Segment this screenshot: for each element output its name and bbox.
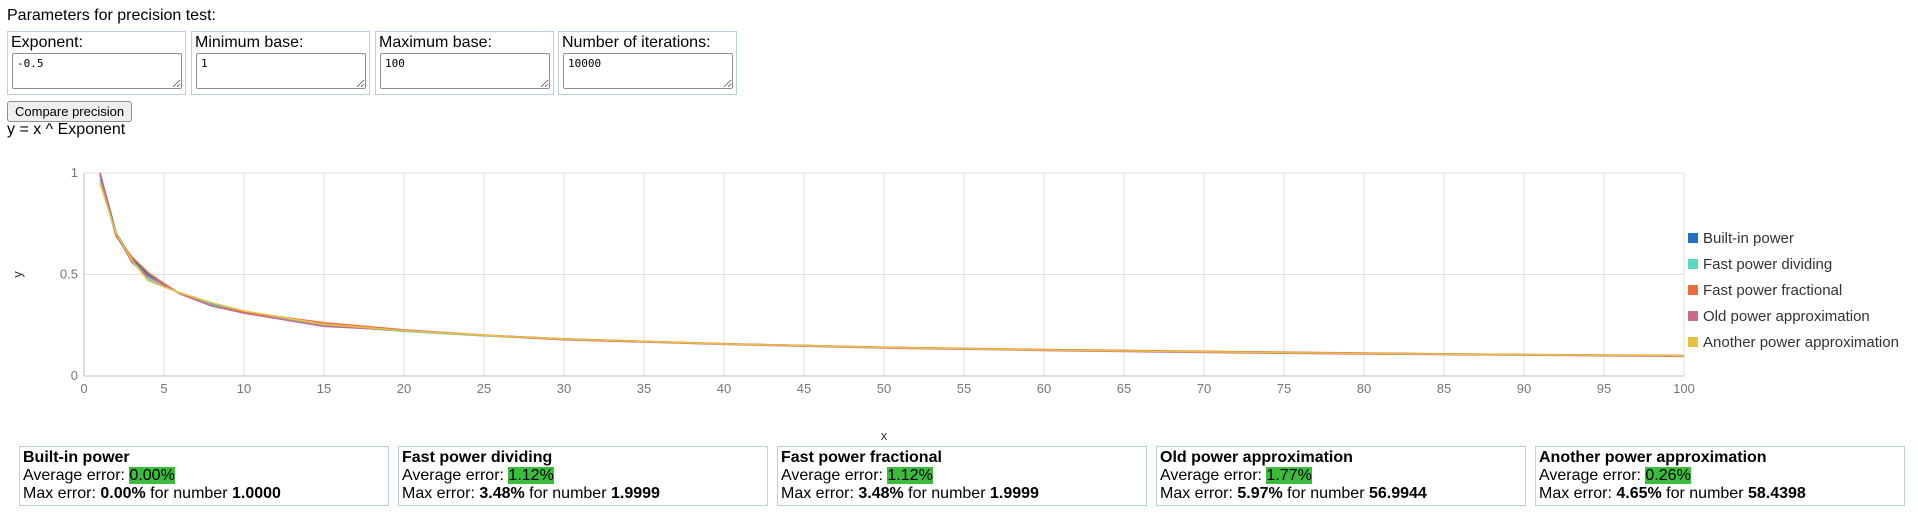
stat-box-fast-power-dividing: Fast power dividing Average error: 1.12%…: [398, 446, 768, 506]
x-tick-label: 20: [397, 381, 411, 396]
series-line: [99, 174, 1685, 358]
avg-error-value: 0.00%: [129, 467, 175, 484]
for-number-label: for number: [1661, 485, 1748, 502]
legend-entry: Fast power dividing: [1703, 256, 1832, 273]
stat-name: Built-in power: [23, 449, 130, 466]
x-tick-label: 80: [1357, 381, 1371, 396]
compare-precision-button[interactable]: Compare precision: [7, 101, 133, 122]
max-error-value: 5.97%: [1237, 485, 1283, 502]
max-error-number: 1.0000: [231, 485, 281, 502]
minimum-base-label: Minimum base:: [195, 34, 304, 51]
iterations-input[interactable]: 10000: [563, 53, 733, 89]
max-error-value: 3.48%: [479, 485, 525, 502]
x-tick-label: 35: [637, 381, 651, 396]
y-axis-label: y: [10, 271, 25, 278]
avg-error-value: 1.12%: [508, 467, 554, 484]
x-tick-label: 90: [1517, 381, 1531, 396]
x-tick-label: 85: [1437, 381, 1451, 396]
x-tick-label: 95: [1597, 381, 1611, 396]
stat-box-another-power-approximation: Another power approximation Average erro…: [1535, 446, 1905, 506]
exponent-label: Exponent:: [11, 34, 84, 51]
x-tick-label: 75: [1277, 381, 1291, 396]
x-tick-label: 40: [717, 381, 731, 396]
series-line: [99, 182, 1685, 357]
avg-error-value: 1.12%: [887, 467, 933, 484]
legend-entry: Old power approximation: [1703, 308, 1870, 325]
max-error-label: Max error:: [402, 485, 480, 502]
max-error-value: 0.00%: [100, 485, 146, 502]
stat-box-built-in-power: Built-in power Average error: 0.00% Max …: [19, 446, 389, 506]
max-error-label: Max error:: [23, 485, 101, 502]
x-tick-label: 55: [957, 381, 971, 396]
maximum-base-param-box: Maximum base: 100: [375, 31, 554, 95]
x-tick-label: 5: [160, 381, 167, 396]
x-tick-label: 50: [877, 381, 891, 396]
legend-swatch: [1688, 311, 1698, 321]
maximum-base-label: Maximum base:: [379, 34, 492, 51]
for-number-label: for number: [903, 485, 990, 502]
y-tick-label: 0: [71, 368, 78, 383]
for-number-label: for number: [1282, 485, 1369, 502]
x-tick-label: 65: [1117, 381, 1131, 396]
max-error-number: 1.9999: [989, 485, 1039, 502]
x-tick-label: 10: [237, 381, 251, 396]
exponent-param-box: Exponent: -0.5: [7, 31, 186, 95]
max-error-number: 58.4398: [1747, 485, 1806, 502]
x-tick-label: 15: [317, 381, 331, 396]
parameters-heading: Parameters for precision test:: [7, 7, 216, 24]
x-tick-label: 30: [557, 381, 571, 396]
avg-error-label: Average error:: [402, 467, 509, 484]
minimum-base-param-box: Minimum base: 1: [191, 31, 370, 95]
avg-error-label: Average error:: [1160, 467, 1267, 484]
stat-name: Old power approximation: [1160, 449, 1353, 466]
y-tick-label: 1: [71, 165, 78, 180]
avg-error-value: 0.26%: [1645, 467, 1691, 484]
x-tick-label: 70: [1197, 381, 1211, 396]
x-tick-label: 60: [1037, 381, 1051, 396]
avg-error-label: Average error:: [781, 467, 888, 484]
legend-swatch: [1688, 285, 1698, 295]
max-error-label: Max error:: [781, 485, 859, 502]
stat-box-fast-power-fractional: Fast power fractional Average error: 1.1…: [777, 446, 1147, 506]
stat-box-old-power-approximation: Old power approximation Average error: 1…: [1156, 446, 1526, 506]
maximum-base-input[interactable]: 100: [380, 53, 550, 89]
legend-swatch: [1688, 337, 1698, 347]
series-line: [99, 172, 1685, 357]
max-error-value: 3.48%: [858, 485, 904, 502]
for-number-label: for number: [524, 485, 611, 502]
stat-name: Fast power dividing: [402, 449, 553, 466]
y-tick-label: 0.5: [60, 267, 78, 282]
series-line: [99, 172, 1685, 357]
stat-name: Fast power fractional: [781, 449, 942, 466]
stat-name: Another power approximation: [1539, 449, 1767, 466]
max-error-label: Max error:: [1539, 485, 1617, 502]
x-tick-label: 0: [80, 381, 87, 396]
x-tick-label: 100: [1673, 381, 1695, 396]
legend-entry: Built-in power: [1703, 230, 1794, 247]
avg-error-label: Average error:: [23, 467, 130, 484]
legend-swatch: [1688, 233, 1698, 243]
x-axis-label: x: [881, 428, 888, 443]
precision-chart: 0 5 10 15 20 25 30 35 40 45 50 55 60 65 70 75 80 85 90 95 10…: [10, 165, 1899, 443]
for-number-label: for number: [145, 485, 232, 502]
legend-entry: Fast power fractional: [1703, 282, 1842, 299]
iterations-param-box: Number of iterations: 10000: [558, 31, 737, 95]
formula-text: y = x ^ Exponent: [7, 121, 126, 138]
x-tick-label: 45: [797, 381, 811, 396]
max-error-value: 4.65%: [1616, 485, 1662, 502]
max-error-number: 1.9999: [610, 485, 660, 502]
avg-error-label: Average error:: [1539, 467, 1646, 484]
legend-entry: Another power approximation: [1703, 334, 1899, 351]
series-line: [99, 178, 1685, 357]
max-error-label: Max error:: [1160, 485, 1238, 502]
minimum-base-input[interactable]: 1: [196, 53, 366, 89]
exponent-input[interactable]: -0.5: [12, 53, 182, 89]
legend-swatch: [1688, 259, 1698, 269]
max-error-number: 56.9944: [1368, 485, 1427, 502]
x-tick-label: 25: [477, 381, 491, 396]
iterations-label: Number of iterations:: [562, 34, 711, 51]
avg-error-value: 1.77%: [1266, 467, 1312, 484]
